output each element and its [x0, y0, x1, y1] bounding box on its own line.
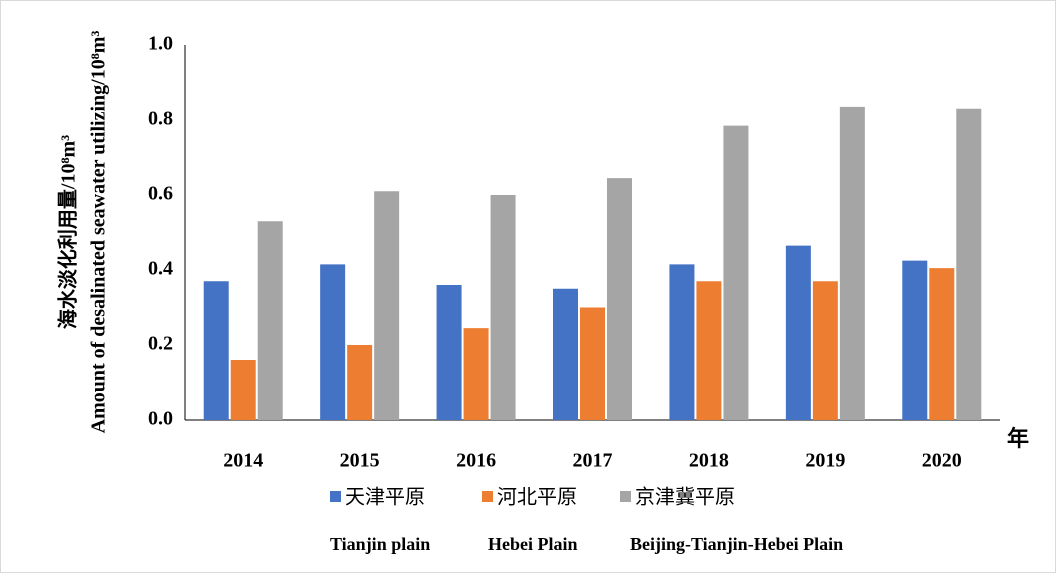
- legend-english: Beijing-Tianjin-Hebei Plain: [630, 534, 843, 554]
- bar: [320, 264, 346, 420]
- x-tick-label: 2017: [573, 450, 613, 472]
- bar: [436, 285, 462, 420]
- y-tick-label: 0.6: [148, 183, 173, 205]
- legend-swatch: [620, 491, 631, 502]
- x-tick-label: 2016: [456, 450, 496, 472]
- y-axis-label: 海水淡化利用量/10⁸m³: [56, 135, 80, 329]
- x-axis-label: 年: [1007, 426, 1029, 452]
- y-axis-label: Amount of desalinated seawater utilizing…: [88, 31, 110, 434]
- bar: [723, 125, 749, 420]
- bar: [607, 178, 632, 420]
- bar: [839, 106, 865, 420]
- legend-label: 河北平原: [497, 485, 577, 509]
- bar: [230, 360, 256, 420]
- bar: [696, 281, 722, 420]
- legend-swatch: [330, 491, 341, 502]
- bar: [553, 288, 578, 420]
- bar: [203, 281, 229, 420]
- x-tick-label: 2019: [805, 450, 845, 472]
- x-tick-label: 2014: [223, 450, 263, 472]
- bar: [374, 191, 400, 420]
- y-tick-label: 0.2: [148, 333, 173, 355]
- bar: [490, 195, 516, 420]
- bar: [812, 281, 838, 420]
- x-tick-label: 2020: [922, 450, 962, 472]
- y-tick-label: 0.4: [148, 258, 173, 280]
- legend-label: 天津平原: [345, 485, 425, 509]
- legend-english: Tianjin plain: [330, 534, 430, 554]
- legend-english: Hebei Plain: [488, 534, 578, 554]
- bar: [956, 108, 982, 420]
- bar: [929, 268, 955, 420]
- bar: [902, 260, 928, 420]
- bar: [669, 264, 695, 420]
- x-tick-label: 2015: [340, 450, 380, 472]
- bar: [785, 245, 811, 420]
- y-tick-label: 0.0: [148, 408, 173, 430]
- bar: [257, 221, 283, 420]
- bar: [463, 328, 489, 420]
- bar: [347, 345, 373, 420]
- y-tick-label: 1.0: [148, 33, 173, 55]
- bar: [580, 307, 605, 420]
- legend-label: 京津冀平原: [635, 485, 735, 509]
- y-tick-label: 0.8: [148, 108, 173, 130]
- legend-swatch: [482, 491, 493, 502]
- x-tick-label: 2018: [689, 450, 729, 472]
